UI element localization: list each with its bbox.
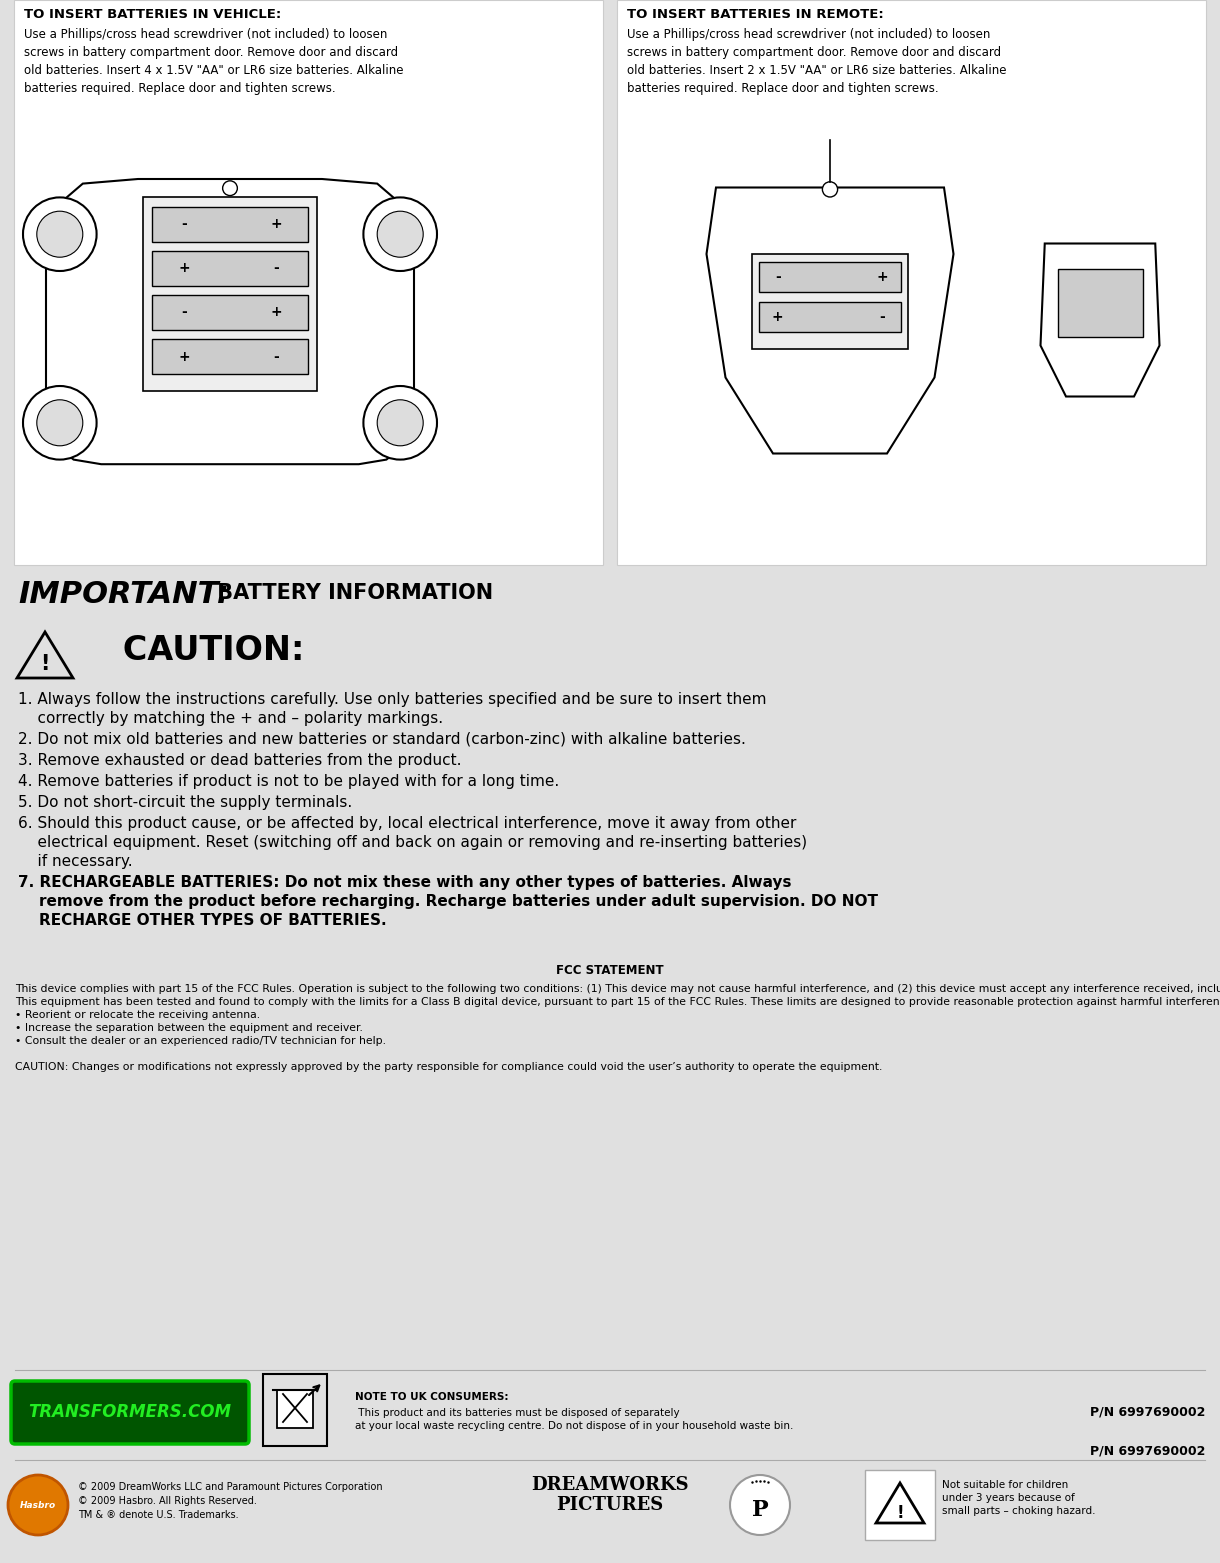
Text: P: P	[752, 1499, 769, 1521]
Text: correctly by matching the + and – polarity markings.: correctly by matching the + and – polari…	[18, 711, 443, 725]
Text: P/N 6997690002: P/N 6997690002	[1089, 1405, 1205, 1419]
Text: 2. Do not mix old batteries and new batteries or standard (carbon-zinc) with alk: 2. Do not mix old batteries and new batt…	[18, 731, 745, 747]
Bar	[143, 197, 317, 391]
Text: -: -	[273, 350, 279, 364]
Polygon shape	[706, 188, 954, 453]
Bar	[277, 1390, 314, 1429]
Bar	[151, 339, 309, 374]
Text: © 2009 DreamWorks LLC and Paramount Pictures Corporation
© 2009 Hasbro. All Righ: © 2009 DreamWorks LLC and Paramount Pict…	[78, 1482, 383, 1519]
Circle shape	[364, 197, 437, 270]
Text: 5. Do not short-circuit the supply terminals.: 5. Do not short-circuit the supply termi…	[18, 796, 353, 810]
Bar	[13, 0, 603, 564]
Text: +: +	[178, 261, 190, 275]
Text: P/N 6997690002: P/N 6997690002	[1089, 1446, 1205, 1458]
Text: IMPORTANT:: IMPORTANT:	[18, 580, 229, 610]
Circle shape	[822, 181, 838, 197]
Text: This device complies with part 15 of the FCC Rules. Operation is subject to the : This device complies with part 15 of the…	[15, 985, 1220, 1072]
Text: if necessary.: if necessary.	[18, 853, 133, 869]
Text: +: +	[178, 350, 190, 364]
Text: This product and its batteries must be disposed of separately
at your local wast: This product and its batteries must be d…	[355, 1408, 793, 1430]
Bar	[151, 295, 309, 330]
Text: -: -	[181, 217, 187, 231]
Text: -: -	[880, 309, 886, 324]
Text: CAUTION:: CAUTION:	[88, 635, 304, 667]
Text: DREAMWORKS
PICTURES: DREAMWORKS PICTURES	[531, 1475, 689, 1515]
Text: +: +	[270, 305, 282, 319]
Circle shape	[37, 400, 83, 445]
Text: TO INSERT BATTERIES IN REMOTE:: TO INSERT BATTERIES IN REMOTE:	[627, 8, 883, 20]
Text: +: +	[876, 270, 888, 284]
Text: -: -	[181, 305, 187, 319]
Circle shape	[377, 211, 423, 258]
Text: Use a Phillips/cross head screwdriver (not included) to loosen
screws in battery: Use a Phillips/cross head screwdriver (n…	[24, 28, 404, 95]
Text: Hasbro: Hasbro	[20, 1500, 56, 1510]
Circle shape	[23, 386, 96, 460]
Text: +: +	[772, 309, 783, 324]
Text: 3. Remove exhausted or dead batteries from the product.: 3. Remove exhausted or dead batteries fr…	[18, 753, 461, 767]
Circle shape	[364, 386, 437, 460]
Text: BATTERY INFORMATION: BATTERY INFORMATION	[210, 583, 493, 603]
Circle shape	[37, 211, 83, 258]
Text: 7. RECHARGEABLE BATTERIES: Do not mix these with any other types of batteries. A: 7. RECHARGEABLE BATTERIES: Do not mix th…	[18, 875, 792, 889]
Text: electrical equipment. Reset (switching off and back on again or removing and re-: electrical equipment. Reset (switching o…	[18, 835, 808, 850]
Text: -: -	[273, 261, 279, 275]
Text: 6. Should this product cause, or be affected by, local electrical interference, : 6. Should this product cause, or be affe…	[18, 816, 797, 832]
Circle shape	[23, 197, 96, 270]
Bar	[865, 1469, 935, 1540]
Text: 1. Always follow the instructions carefully. Use only batteries specified and be: 1. Always follow the instructions carefu…	[18, 692, 766, 706]
Text: Not suitable for children
under 3 years because of
small parts – choking hazard.: Not suitable for children under 3 years …	[942, 1480, 1096, 1516]
Text: !: !	[897, 1504, 904, 1522]
Text: remove from the product before recharging. Recharge batteries under adult superv: remove from the product before rechargin…	[18, 894, 878, 910]
Circle shape	[730, 1475, 791, 1535]
Bar	[151, 250, 309, 286]
Bar	[264, 1374, 327, 1446]
Bar	[1058, 269, 1142, 338]
Text: NOTE TO UK CONSUMERS:: NOTE TO UK CONSUMERS:	[355, 1393, 509, 1402]
Circle shape	[377, 400, 423, 445]
Polygon shape	[46, 180, 414, 464]
Circle shape	[9, 1475, 68, 1535]
Bar	[759, 302, 900, 331]
Bar	[752, 255, 909, 349]
Bar	[151, 206, 309, 242]
Text: !: !	[40, 653, 50, 674]
Text: TO INSERT BATTERIES IN VEHICLE:: TO INSERT BATTERIES IN VEHICLE:	[24, 8, 282, 20]
Circle shape	[222, 181, 238, 195]
Text: FCC STATEMENT: FCC STATEMENT	[556, 964, 664, 977]
FancyBboxPatch shape	[11, 1382, 249, 1444]
Text: 4. Remove batteries if product is not to be played with for a long time.: 4. Remove batteries if product is not to…	[18, 774, 559, 789]
Text: +: +	[270, 217, 282, 231]
Bar	[759, 261, 900, 292]
Bar	[617, 0, 1207, 564]
Text: -: -	[775, 270, 781, 284]
Text: Use a Phillips/cross head screwdriver (not included) to loosen
screws in battery: Use a Phillips/cross head screwdriver (n…	[627, 28, 1006, 95]
Text: RECHARGE OTHER TYPES OF BATTERIES.: RECHARGE OTHER TYPES OF BATTERIES.	[18, 913, 387, 928]
Polygon shape	[1041, 244, 1159, 397]
Text: TRANSFORMERS.COM: TRANSFORMERS.COM	[28, 1404, 232, 1421]
